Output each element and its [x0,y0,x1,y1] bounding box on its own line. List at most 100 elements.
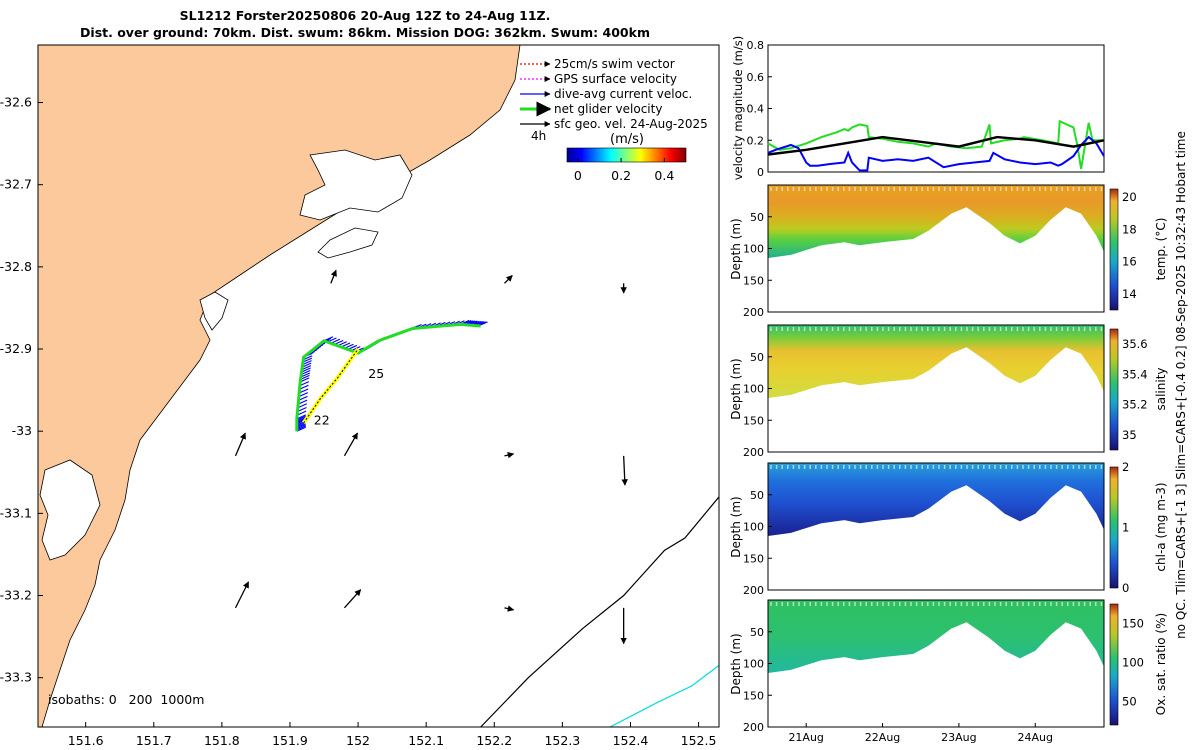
map-xtick-label: 152.5 [681,733,717,748]
chla-data-field [768,463,1104,536]
sfc-velocity-arrow [504,275,513,284]
map-xtick-label: 151.6 [68,733,104,748]
oxygen-ytick-label: 150 [743,689,764,702]
map-ytick-label: -32.7 [0,177,32,192]
yellow-track-segment [301,347,360,425]
track-day-label: 25 [368,366,384,381]
side-label: no QC. Tlim=CARS+[-1 3] Slim=CARS+[-0.4 … [1174,131,1188,639]
temperature-colorbar [1109,188,1119,311]
chla-ylabel: Depth (m) [729,496,743,557]
chla-colorbar-tick-label: 2 [1122,460,1129,474]
velocity-ytick-label: 0.4 [747,103,765,116]
legend-entry-label: GPS surface velocity [554,72,677,86]
estuary-south [39,459,101,561]
surface-velocity-arrows [234,269,628,645]
map-colorbar-tick-label: 0.2 [611,168,631,183]
sfc-velocity-arrow [330,269,337,284]
chla-colorbar-tick-label: 1 [1122,521,1129,535]
velocity-series-line [767,135,1105,156]
temperature-ytick-label: 200 [743,306,764,319]
salinity-colorbar-tick-label: 35.2 [1122,398,1148,412]
map-xtick-label: 151.9 [272,733,308,748]
map-xtick-label: 152 [346,733,370,748]
legend-entry-label: sfc geo. vel. 24-Aug-2025 [554,117,708,131]
profile-panel-temperature: 50 100 150 200 Depth (m) 14 16 18 20 temp. (°C) [729,184,1168,319]
legend-entry-label: dive-avg current veloc. [554,87,692,101]
map-ytick-label: -32.9 [0,341,32,356]
map-ytick-label: -32.6 [0,95,32,110]
time-xtick-label: 23Aug [941,731,976,744]
temperature-ytick-label: 50 [750,211,764,224]
isobath-1000m [609,664,719,727]
temperature-colorbar-tick-label: 18 [1122,222,1137,236]
map-ytick-label: -33.1 [0,505,32,520]
estuary-mid [199,291,229,331]
legend-4h-label: 4h [531,129,546,143]
oxygen-data-field [768,600,1104,673]
track-day-label: 22 [314,413,330,428]
salinity-colorbar [1109,328,1119,451]
title-line-1: SL1212 Forster20250806 20-Aug 12Z to 24-… [179,8,551,23]
map-ytick-label: -33.3 [0,670,32,685]
isobath-200m [480,496,719,727]
map-colorbar-tick-label: 0.4 [654,168,674,183]
salinity-ytick-label: 200 [743,446,764,459]
salinity-ytick-label: 150 [743,414,764,427]
map-xtick-label: 151.7 [136,733,172,748]
map-xtick-label: 152.3 [544,733,580,748]
temperature-colorbar-tick-label: 16 [1122,255,1137,269]
salinity-colorbar-tick-label: 35 [1122,428,1137,442]
chla-ytick-label: 150 [743,552,764,565]
chla-ytick-label: 100 [743,521,764,534]
oxygen-colorbar [1109,603,1119,726]
velocity-ytick-label: 0.8 [747,39,765,52]
title-line-2: Dist. over ground: 70km. Dist. swum: 86k… [80,25,650,40]
chla-colorbar-label: chl-a (mg m-3) [1154,482,1168,571]
oxygen-ylabel: Depth (m) [729,633,743,694]
map-colorbar-gradient [566,147,687,163]
velocity-ytick-label: 0 [757,166,764,179]
sfc-velocity-arrow [343,589,362,609]
oxygen-ytick-label: 100 [743,658,764,671]
chla-ytick-label: 200 [743,584,764,597]
salinity-colorbar-tick-label: 35.6 [1122,337,1148,351]
estuary-north [299,149,413,221]
map-xtick-label: 151.8 [204,733,240,748]
map-xtick-label: 152.2 [476,733,512,748]
map-colorbar-tick-label: 0 [574,168,582,183]
chla-colorbar [1109,466,1119,589]
sfc-velocity-arrow [504,605,515,612]
chla-colorbar-tick-label: 0 [1122,581,1129,595]
salinity-ytick-label: 100 [743,383,764,396]
map-ytick-label: -33.2 [0,588,32,603]
chla-ytick-label: 50 [750,489,764,502]
profile-panel-chla: 50 100 150 200 Depth (m) 0 1 2 chl-a (mg m-3) [729,460,1168,597]
salinity-colorbar-tick-label: 35.4 [1122,367,1148,381]
temperature-ytick-label: 150 [743,274,764,287]
temperature-colorbar-label: temp. (°C) [1154,218,1168,281]
oxygen-colorbar-tick-label: 150 [1122,617,1144,631]
legend-entry-label: 25cm/s swim vector [554,57,675,71]
salinity-colorbar-label: salinity [1154,367,1168,410]
velocity-ylabel: velocity magnitude (m/s) [731,36,745,181]
temperature-data-field [768,185,1104,258]
isobath-lines [480,496,719,727]
sfc-velocity-arrow [234,432,246,457]
oxygen-colorbar-tick-label: 50 [1122,695,1137,709]
sfc-velocity-arrow [343,432,359,457]
salinity-data-field [768,325,1104,398]
map-colorbar: (m/s) 0 0.2 0.4 [566,132,687,183]
time-xtick-label: 22Aug [865,731,900,744]
salinity-ylabel: Depth (m) [729,358,743,419]
oxygen-ytick-label: 200 [743,721,764,734]
glider-track: 22 25 [295,319,488,432]
map-colorbar-label: (m/s) [610,132,644,147]
oxygen-colorbar-label: Ox. sat. ratio (%) [1154,613,1168,715]
velocity-series-line [767,135,1105,172]
sfc-velocity-arrow [504,451,515,459]
temperature-colorbar-tick-label: 14 [1122,287,1137,301]
velocity-ytick-label: 0.2 [747,134,765,147]
